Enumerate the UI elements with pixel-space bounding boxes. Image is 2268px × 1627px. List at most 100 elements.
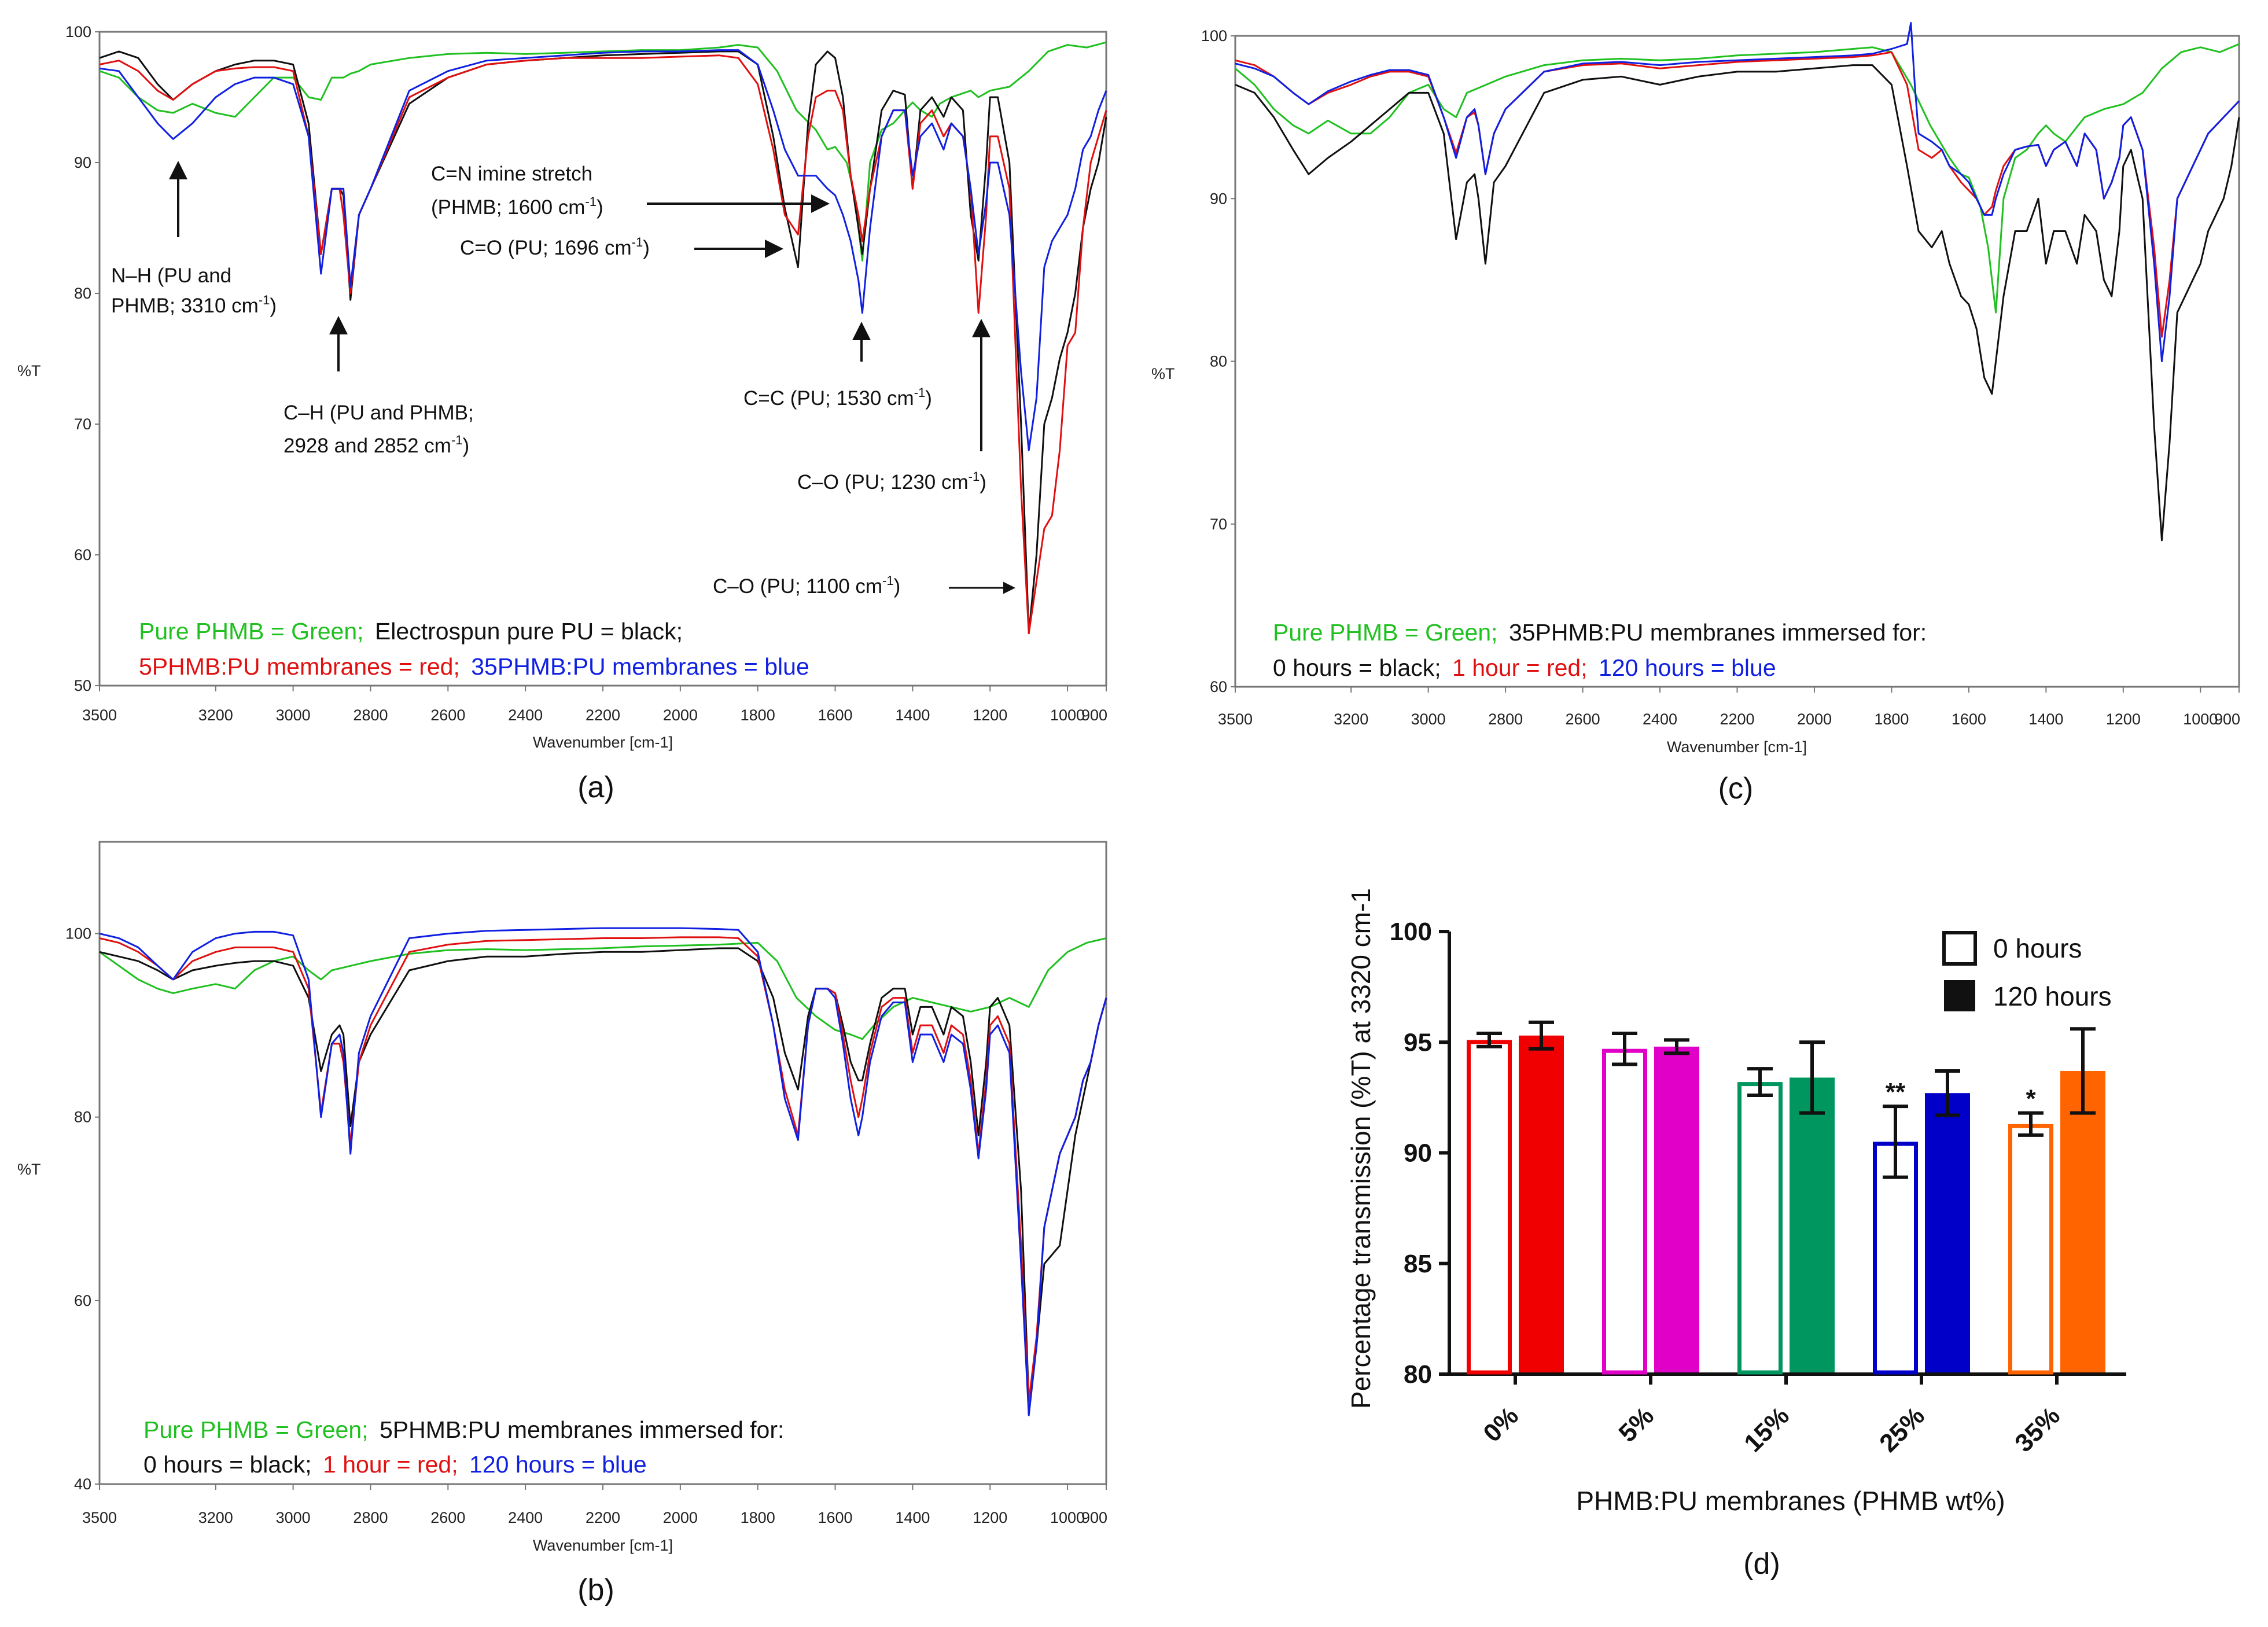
x-tick-label: 1000	[1050, 1509, 1085, 1526]
y-tick-label: 70	[1210, 516, 1227, 533]
bar-15%-0h	[1737, 1082, 1783, 1375]
x-tick-label: 2400	[1643, 711, 1677, 728]
x-tick-label: 1200	[973, 706, 1007, 724]
annotation-text: PHMB; 3310 cm-1)	[111, 293, 277, 317]
x-tick-label: 2200	[586, 706, 620, 724]
y-tick-label: 90	[1404, 1139, 1432, 1168]
x-tick-label: 2000	[663, 706, 698, 724]
annotation-text: C=O (PU; 1696 cm-1)	[460, 235, 650, 259]
x-tick-label: 2800	[353, 1509, 388, 1526]
y-axis-label: Percentage transmission (%T) at 3320 cm-…	[1346, 888, 1376, 1409]
y-tick-label: 60	[74, 1292, 91, 1309]
spectrum-plot-a	[99, 41, 1107, 635]
x-tick-label: 35%	[2009, 1401, 2066, 1457]
x-tick-label: 900	[1081, 1509, 1107, 1526]
annotation-cc: C=C (PU; 1530 cm-1)	[743, 322, 932, 410]
x-tick-label: 3200	[1334, 711, 1368, 728]
x-tick-label: 900	[1081, 706, 1107, 724]
series-line-red	[1235, 51, 2240, 338]
series-line-blue	[1235, 22, 2240, 362]
annotation-co-1100: C–O (PU; 1100 cm-1)	[713, 573, 1015, 598]
x-tick-label: 5%	[1613, 1401, 1659, 1448]
annotation-text: C=N imine stretch	[431, 163, 592, 185]
x-tick-label: 25%	[1874, 1401, 1930, 1457]
x-axis-ticks-a: 3500 3200 3000 2800 2600 2400 2200 2000 1800 1600…	[82, 686, 1107, 724]
y-tick-label: 100	[1390, 918, 1432, 946]
y-tick-label: 60	[1210, 678, 1227, 695]
legend-line-1: Pure PHMB = Green; 35PHMB:PU membranes i…	[1273, 619, 1927, 646]
y-tick-label: 60	[74, 546, 91, 564]
legend-line-2: 0 hours = black; 1 hour = red; 120 hours…	[1273, 654, 1776, 681]
legend-line-2: 5PHMB:PU membranes = red; 35PHMB:PU memb…	[139, 653, 809, 680]
series-line-blue	[99, 49, 1107, 451]
panel-letter-d: (d)	[1743, 1547, 1780, 1581]
y-tick-label: 90	[1210, 190, 1227, 207]
bar-5%-0h	[1602, 1048, 1647, 1375]
x-tick-label: 2800	[353, 706, 388, 724]
annotation-text: 2928 and 2852 cm-1)	[284, 433, 469, 457]
bar-15%-120h	[1790, 1077, 1835, 1372]
series-line-green	[99, 937, 1107, 1040]
x-tick-label: 2400	[508, 706, 543, 724]
x-tick-label: 1400	[895, 1509, 930, 1526]
bar-35%-120h	[2060, 1070, 2105, 1372]
y-tick-label: 80	[74, 285, 91, 302]
x-axis-ticks-b: 3500 3200 3000 2800 2600 2400 2200 2000 1800 1600…	[82, 1484, 1107, 1526]
legend-line-1: Pure PHMB = Green; Electrospun pure PU =…	[139, 618, 683, 645]
x-tick-label: 2600	[430, 706, 465, 724]
legend-c: Pure PHMB = Green; 35PHMB:PU membranes i…	[1273, 619, 1927, 681]
y-axis-label: %T	[17, 362, 41, 380]
x-axis-label: Wavenumber [cm-1]	[1667, 738, 1807, 756]
annotation-co-1696: C=O (PU; 1696 cm-1)	[460, 235, 783, 259]
bar-35%-0h	[2008, 1124, 2053, 1375]
x-tick-label: 2800	[1488, 711, 1523, 728]
x-tick-label: 0%	[1478, 1401, 1524, 1448]
series-line-red	[99, 936, 1107, 1403]
bar-25%-120h	[1925, 1093, 1970, 1372]
x-axis-label: PHMB:PU membranes (PHMB wt%)	[1576, 1486, 2005, 1516]
y-tick-label: 95	[1404, 1028, 1432, 1057]
series-line-black	[99, 50, 1107, 635]
x-tick-label: 1000	[1050, 706, 1085, 724]
x-tick-label: 2200	[1720, 711, 1754, 728]
x-tick-label: 2400	[508, 1509, 543, 1526]
x-tick-label: 15%	[1739, 1401, 1795, 1457]
annotation-text: C=C (PU; 1530 cm-1)	[743, 385, 932, 410]
y-axis-label: %T	[17, 1161, 41, 1178]
significance-mark: *	[2026, 1085, 2036, 1113]
x-tick-label: 1600	[1952, 711, 1986, 728]
panel-c: 3500 3200 3000 2800 2600 2400 2200 2000 1800 1600…	[1151, 22, 2240, 805]
legend-swatch-open	[1942, 931, 1977, 966]
panel-a: 3500 3200 3000 2800 2600 2400 2200 2000 1800 1600…	[17, 23, 1107, 804]
series-line-green	[99, 41, 1107, 262]
x-axis-label: Wavenumber [cm-1]	[533, 1537, 673, 1554]
y-tick-label: 100	[1201, 27, 1227, 45]
annotation-text: C–H (PU and PHMB;	[284, 402, 474, 424]
y-tick-label: 70	[74, 415, 91, 433]
y-tick-label: 90	[74, 154, 91, 171]
series-line-black	[99, 947, 1107, 1403]
legend-a: Pure PHMB = Green; Electrospun pure PU =…	[139, 618, 809, 680]
plot-frame	[1234, 35, 2240, 688]
x-tick-label: 3200	[198, 706, 233, 724]
y-tick-label: 85	[1404, 1250, 1432, 1278]
x-tick-label: 3000	[1411, 711, 1446, 728]
y-tick-label: 80	[74, 1109, 91, 1126]
y-axis-ticks-b: 40 60 80 100	[65, 925, 100, 1493]
bar-0%-120h	[1519, 1035, 1564, 1372]
annotation-ch: C–H (PU and PHMB; 2928 and 2852 cm-1)	[284, 316, 474, 457]
x-tick-label: 3500	[82, 706, 117, 724]
y-tick-label: 40	[74, 1475, 91, 1493]
x-tick-label: 1000	[2183, 711, 2218, 728]
annotation-cn: C=N imine stretch (PHMB; 1600 cm-1)	[431, 163, 830, 219]
x-tick-label: 1600	[818, 1509, 852, 1526]
bar-chart-d: 80 85 90 95 100 0% 5% 15% ** 25% * 35%	[1390, 918, 2126, 1457]
x-tick-label: 3500	[82, 1509, 117, 1526]
legend-d: 0 hours 120 hours	[1942, 931, 2112, 1011]
x-tick-label: 1200	[973, 1509, 1007, 1526]
x-tick-label: 2000	[1797, 711, 1832, 728]
x-tick-label: 3000	[276, 1509, 311, 1526]
x-tick-label: 1800	[741, 706, 775, 724]
x-tick-label: 900	[2214, 711, 2240, 728]
